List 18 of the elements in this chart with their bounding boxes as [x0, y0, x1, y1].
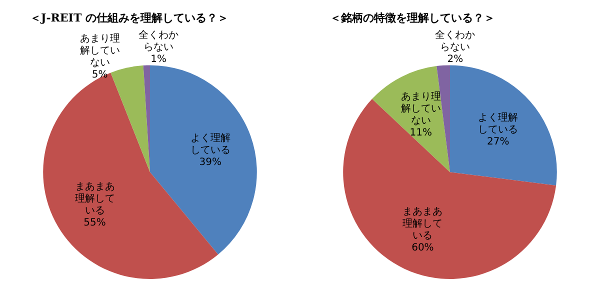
data-label: 39%	[199, 156, 222, 168]
data-label: 60%	[412, 242, 434, 254]
slice-label: まあまあ理解している	[74, 181, 115, 216]
slice-label: 全くわからない	[435, 29, 476, 54]
data-label: 5%	[92, 70, 108, 81]
slice-label: あまり理解していない	[80, 34, 120, 69]
slice-label: 全くわからない	[138, 28, 179, 53]
data-label: 1%	[150, 54, 167, 65]
slice-label: まあまあ理解している	[402, 206, 443, 242]
data-label: 2%	[447, 54, 464, 66]
data-label: 11%	[410, 128, 432, 139]
chart-title: ＜J-REIT の仕組みを理解している？＞	[30, 11, 228, 24]
data-label: 27%	[486, 136, 510, 148]
slice-label: よく理解している	[478, 112, 518, 136]
chart-title: ＜銘柄の特徴を理解している？＞	[330, 11, 495, 24]
slice-label: あまり理解していない	[400, 92, 441, 127]
data-label: 55%	[84, 217, 106, 228]
slice-label: よく理解している	[190, 132, 230, 156]
